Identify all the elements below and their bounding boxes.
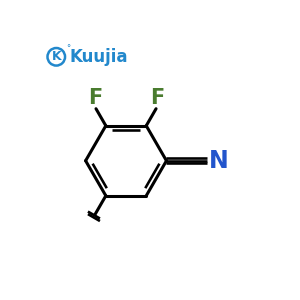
- Text: °: °: [66, 44, 70, 53]
- Text: N: N: [209, 149, 229, 173]
- Text: F: F: [88, 88, 102, 108]
- Text: F: F: [150, 88, 164, 108]
- Text: K: K: [52, 50, 61, 63]
- Text: Kuujia: Kuujia: [69, 48, 128, 66]
